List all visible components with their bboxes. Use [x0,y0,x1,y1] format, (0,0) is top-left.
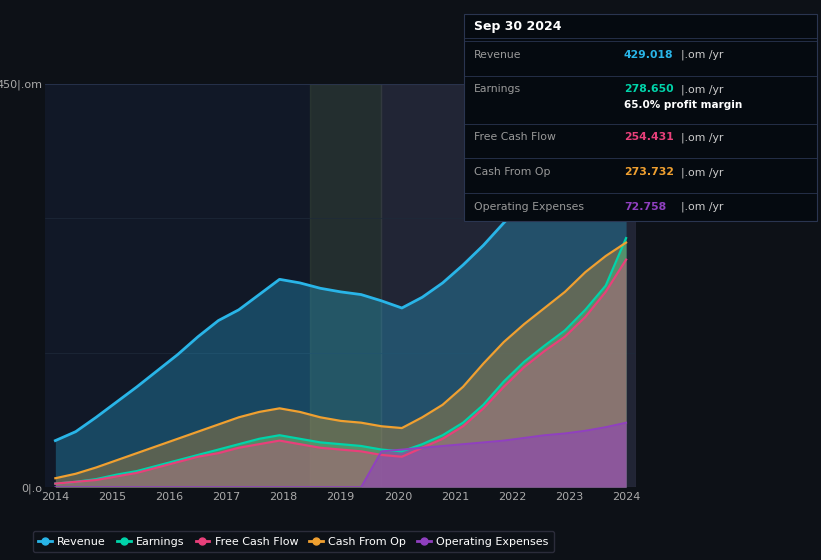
Text: 273.732: 273.732 [624,167,674,177]
Text: |​.om /yr: |​.om /yr [681,202,724,212]
Text: 429.018: 429.018 [624,50,673,60]
Text: 65.0% profit margin: 65.0% profit margin [624,100,742,110]
Text: Earnings: Earnings [474,85,521,95]
Text: |​.om /yr: |​.om /yr [681,132,724,143]
Legend: Revenue, Earnings, Free Cash Flow, Cash From Op, Operating Expenses: Revenue, Earnings, Free Cash Flow, Cash … [33,531,554,552]
Bar [310,84,382,487]
Text: |​.om /yr: |​.om /yr [681,50,724,60]
Text: Sep 30 2024: Sep 30 2024 [474,20,562,32]
Text: 254.431: 254.431 [624,132,674,142]
Text: Operating Expenses: Operating Expenses [474,202,584,212]
Text: Revenue: Revenue [474,50,521,60]
Bar [382,84,636,487]
Text: |​.om /yr: |​.om /yr [681,85,724,95]
Text: |​.om /yr: |​.om /yr [681,167,724,178]
Text: Free Cash Flow: Free Cash Flow [474,132,556,142]
Text: 72.758: 72.758 [624,202,666,212]
Text: Cash From Op: Cash From Op [474,167,550,177]
Text: 278.650: 278.650 [624,85,673,95]
